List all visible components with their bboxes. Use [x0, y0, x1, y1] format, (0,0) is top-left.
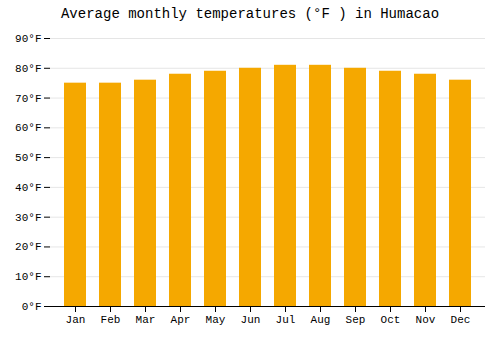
svg-text:Nov: Nov [416, 314, 436, 326]
svg-text:Aug: Aug [311, 314, 331, 326]
svg-text:50°F: 50°F [15, 152, 41, 164]
svg-text:Jun: Jun [241, 314, 261, 326]
svg-text:30°F: 30°F [15, 212, 41, 224]
svg-text:Feb: Feb [101, 314, 121, 326]
svg-text:70°F: 70°F [15, 93, 41, 105]
svg-text:Mar: Mar [136, 314, 156, 326]
html-text:Average monthly temperatures (: Average monthly temperatures (°F ) in Hu… [61, 6, 439, 22]
svg-text:90°F: 90°F [15, 33, 41, 45]
svg-text:Apr: Apr [171, 314, 191, 326]
svg-text:Jul: Jul [276, 314, 296, 326]
svg-text:Sep: Sep [346, 314, 366, 326]
svg-text:Dec: Dec [451, 314, 471, 326]
svg-text:20°F: 20°F [15, 241, 41, 253]
svg-text:80°F: 80°F [15, 63, 41, 75]
svg-text:Jan: Jan [66, 314, 86, 326]
svg-text:0°F: 0°F [22, 301, 42, 313]
svg-text:10°F: 10°F [15, 271, 41, 283]
svg-text:40°F: 40°F [15, 182, 41, 194]
svg-text:May: May [206, 314, 226, 326]
svg-text:Oct: Oct [381, 314, 401, 326]
svg-text:60°F: 60°F [15, 122, 41, 134]
